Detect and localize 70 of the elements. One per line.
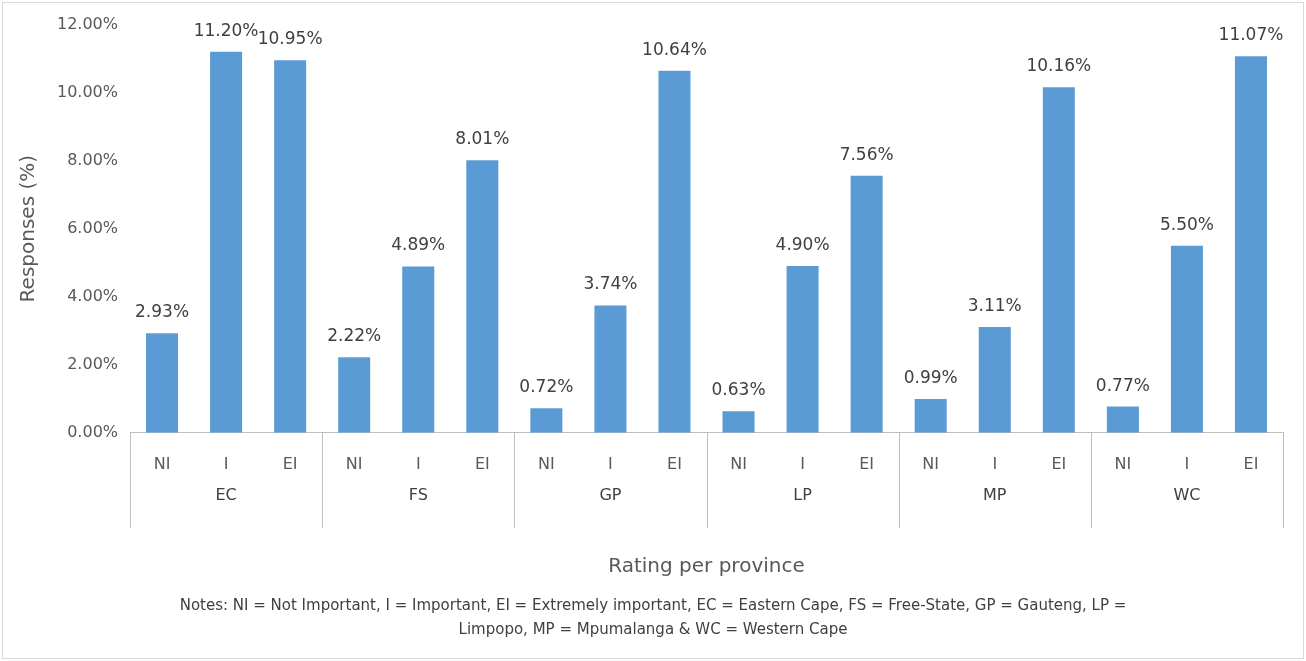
x-tick-label: I [1184, 453, 1190, 473]
data-label: 2.22% [327, 325, 382, 346]
bar [1042, 87, 1075, 433]
bar [914, 399, 947, 433]
x-tick-label: I [415, 453, 421, 473]
bar [466, 160, 499, 433]
x-tick-label: NI [345, 453, 363, 473]
text: Notes: NI = Not Important, I = Important, EI = Extremely important, EC = Eastern Cape, FS = Free-State, GP = Gauteng, LP = Limpopo, MP = Mpumalanga & WC = Western Cape [178, 595, 1128, 640]
x-tick-label: NI [1114, 453, 1132, 473]
data-label: 11.20% [193, 19, 259, 40]
bar [786, 266, 819, 433]
data-label: 4.89% [391, 234, 446, 255]
data-label: 10.64% [642, 38, 707, 59]
bar [402, 266, 435, 433]
bar [210, 51, 243, 433]
x-tick-label: NI [153, 453, 171, 473]
y-tick-label: 2.00% [67, 353, 119, 373]
data-label: 0.72% [519, 376, 574, 397]
x-tick-label: I [223, 453, 229, 473]
text: WC [1173, 484, 1201, 504]
data-label: 3.11% [967, 294, 1022, 315]
bar [722, 411, 755, 433]
y-tick-label: 4.00% [67, 285, 119, 305]
text: MP [983, 484, 1007, 504]
y-tick-label: 10.00% [56, 81, 119, 101]
text: GP [599, 484, 622, 504]
bar [274, 60, 307, 433]
y-tick-label: 0.00% [67, 421, 119, 441]
bar [594, 305, 627, 433]
x-tick-label: EI [859, 453, 875, 473]
text: EC [215, 484, 237, 504]
data-label: 2.93% [135, 301, 190, 322]
y-tick-label: 8.00% [67, 149, 119, 169]
data-label: 0.77% [1095, 374, 1150, 395]
y-tick-label: 12.00% [56, 13, 119, 33]
data-label: 10.95% [257, 28, 323, 49]
data-label: 3.74% [583, 273, 638, 294]
data-label: 4.90% [775, 234, 830, 255]
x-tick-label: EI [1243, 453, 1259, 473]
x-tick-label: EI [1051, 453, 1067, 473]
x-tick-label: EI [282, 453, 298, 473]
bar [1170, 245, 1203, 433]
bar [658, 70, 691, 433]
bar [1106, 406, 1139, 433]
x-tick-label: NI [538, 453, 555, 473]
x-tick-label: NI [730, 453, 747, 473]
x-tick-label: I [992, 453, 998, 473]
data-label: 0.99% [903, 367, 958, 388]
data-label: 8.01% [455, 128, 510, 149]
data-label: 10.16% [1026, 55, 1092, 76]
text: LP [793, 484, 813, 504]
data-label: 5.50% [1159, 213, 1214, 234]
bar [338, 357, 371, 433]
text: FS [408, 484, 428, 504]
y-tick-label: 6.00% [67, 217, 119, 237]
x-axis-title: Rating per province [608, 553, 805, 578]
bar [978, 327, 1011, 433]
bar [1234, 56, 1267, 433]
bar [146, 333, 179, 433]
x-tick-label: I [800, 453, 805, 473]
data-label: 11.07% [1218, 24, 1284, 45]
x-tick-label: NI [922, 453, 940, 473]
data-label: 7.56% [839, 143, 894, 164]
data-label: 0.63% [711, 379, 766, 400]
x-tick-label: I [608, 453, 613, 473]
y-axis-title: Responses (%) [15, 154, 40, 303]
x-tick-label: EI [667, 453, 682, 473]
x-tick-label: EI [474, 453, 490, 473]
bar [850, 175, 883, 433]
bar [530, 408, 563, 433]
